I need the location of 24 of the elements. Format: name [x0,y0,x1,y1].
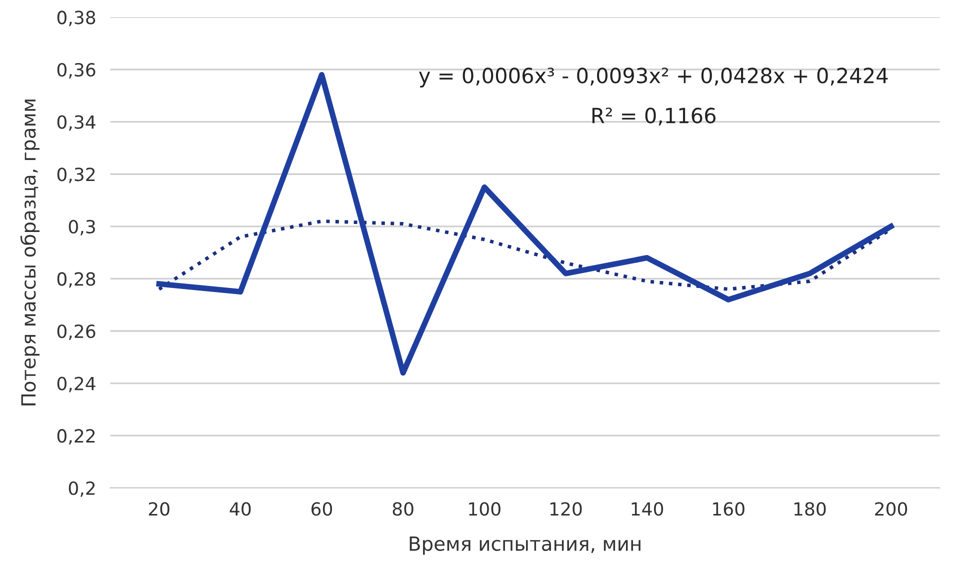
x-tick-label: 60 [312,502,332,516]
x-tick-label: 180 [794,502,826,516]
y-axis-title: Потеря массы образца, грамм [20,100,40,406]
y-tick-label: 0,28 [57,272,96,288]
x-tick-label: 100 [469,502,500,516]
y-tick-label: 0,22 [57,429,95,445]
x-tick-label: 140 [632,502,664,516]
y-tick-label: 0,36 [57,62,96,78]
y-tick-label: 0,3 [68,220,95,236]
annotation: y = 0,0006x³ - 0,0093x² + 0,0428x + 0,2424 [419,68,888,88]
x-tick-label: 160 [713,502,744,516]
y-tick-label: 0,24 [57,376,96,392]
x-tick-label: 20 [148,502,170,516]
y-tick-label: 0,2 [68,481,95,497]
annotation: R² = 0,1166 [592,108,716,126]
x-tick-label: 200 [875,502,908,516]
y-tick-label: 0,32 [57,168,95,184]
y-tick-label: 0,26 [57,324,96,340]
y-tick-label: 0,38 [57,10,96,26]
x-tick-label: 80 [392,502,414,516]
y-tick-label: 0,34 [57,115,96,131]
x-tick-label: 40 [230,502,251,516]
x-axis-title: Время испытания, мин [410,536,640,555]
x-tick-label: 120 [550,502,582,516]
